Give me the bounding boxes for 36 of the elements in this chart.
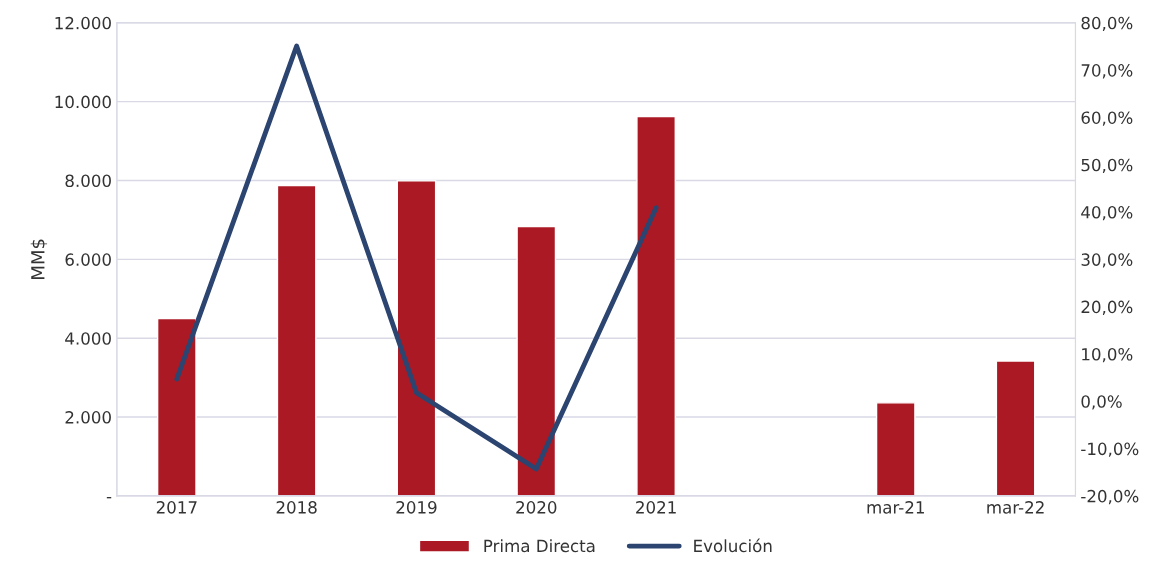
y-tick-label: 4.000 [65, 332, 111, 345]
x-tick-label: 2019 [396, 501, 437, 514]
x-tick-label: 2018 [276, 501, 317, 514]
legend-label: Prima Directa [484, 539, 595, 553]
y-tick-label: 2.000 [65, 411, 111, 424]
bar [516, 225, 557, 496]
legend-label: Evolución [694, 538, 772, 553]
y2-tick-label: -10,0% [1081, 442, 1139, 457]
y2-tick-label: 60,0% [1081, 111, 1133, 126]
x-tick-label: mar-22 [987, 501, 1044, 514]
x-tick-label: mar-21 [867, 501, 924, 514]
y2-tick-label: 10,0% [1082, 347, 1133, 363]
y2-tick-label: 40,0% [1081, 206, 1133, 221]
y2-tick-label: 70,0% [1081, 64, 1133, 79]
y2-tick-label: 30,0% [1081, 253, 1133, 268]
x-tick-label: 2021 [636, 501, 676, 514]
y2-tick-label: 50,0% [1081, 158, 1133, 173]
bar [636, 115, 676, 496]
y-tick-label: 12.000 [55, 16, 111, 30]
x-tick-label: 2020 [516, 501, 557, 514]
y2-tick-label: -20,0% [1081, 489, 1139, 505]
line-series [174, 43, 659, 472]
bar [995, 360, 1036, 496]
y-tick-label: - [106, 497, 112, 499]
bar [396, 180, 437, 496]
x-tick-label: 2017 [156, 501, 197, 514]
y2-tick-label: 20,0% [1081, 300, 1133, 315]
bar [156, 317, 197, 496]
y-tick-label: 10.000 [55, 95, 111, 109]
y-axis-title: MM$ [30, 239, 48, 279]
bar [276, 184, 317, 496]
y2-tick-label: 0,0% [1081, 395, 1122, 410]
bar [875, 402, 916, 496]
y-tick-label: 8.000 [65, 174, 111, 188]
y2-tick-label: 80,0% [1081, 16, 1133, 32]
y-tick-label: 6.000 [65, 253, 111, 266]
